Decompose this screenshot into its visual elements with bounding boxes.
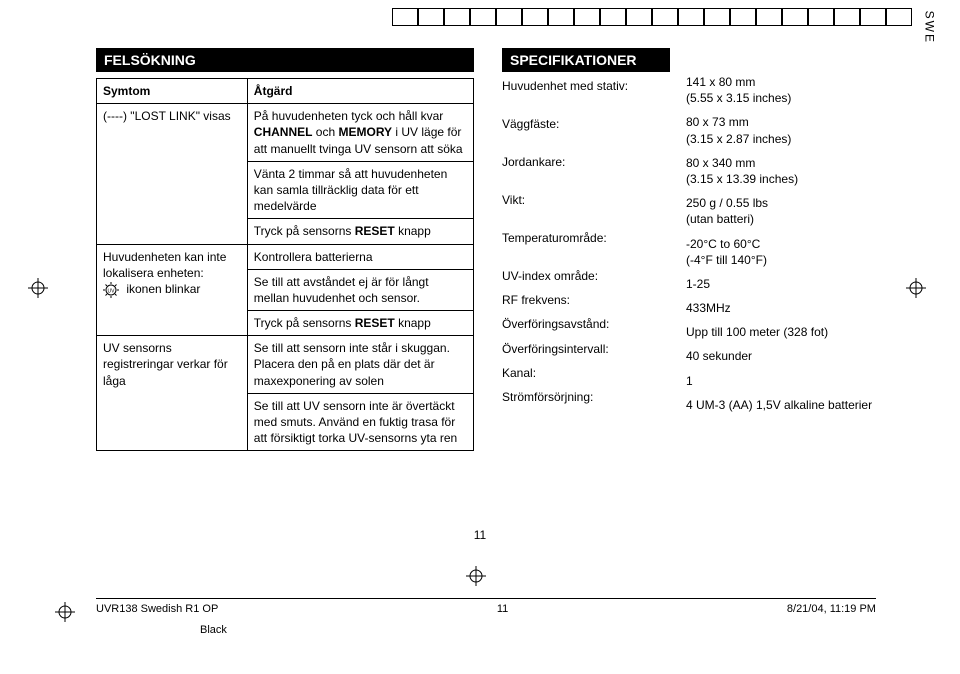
troubleshoot-heading: FELSÖKNING <box>96 48 474 72</box>
footer-color: Black <box>200 624 227 636</box>
spec-value-rf: 433MHz <box>686 300 898 316</box>
symptom-lost-link: (----) "LOST LINK" visas <box>97 104 248 244</box>
text: (3.15 x 13.39 inches) <box>686 172 798 186</box>
text: (utan batteri) <box>686 212 754 226</box>
symptom-cant-locate: Huvudenheten kan inte lokalisera enheten… <box>97 244 248 336</box>
registration-mark-left <box>28 278 48 303</box>
text: Tryck på sensorns <box>254 224 355 238</box>
spec-label-range: Överföringsavstånd: <box>502 316 670 332</box>
spec-value-range: Upp till 100 meter (328 fot) <box>686 324 898 340</box>
spec-value-uv: 1-25 <box>686 276 898 292</box>
text-bold: RESET <box>355 224 395 238</box>
footer-page: 11 <box>497 603 508 615</box>
registration-mark-bottom <box>466 566 486 591</box>
text: 250 g / 0.55 lbs <box>686 196 768 210</box>
spec-value-stake: 80 x 340 mm (3.15 x 13.39 inches) <box>686 155 898 187</box>
spec-label-wall: Väggfäste: <box>502 116 670 146</box>
spec-value-interval: 40 sekunder <box>686 348 898 364</box>
text: knapp <box>395 224 431 238</box>
action-lost-link-3: Tryck på sensorns RESET knapp <box>247 219 473 244</box>
spec-label-interval: Överföringsintervall: <box>502 341 670 357</box>
page-number: 11 <box>474 528 486 542</box>
spec-values-column: 141 x 80 mm (5.55 x 3.15 inches) 80 x 73 … <box>686 48 898 451</box>
text: (-4°F till 140°F) <box>686 253 767 267</box>
action-locate-3: Tryck på sensorns RESET knapp <box>247 311 473 336</box>
spec-labels-column: SPECIFIKATIONER Huvudenhet med stativ: V… <box>502 48 670 451</box>
text: knapp <box>395 316 431 330</box>
registration-mark-footer <box>55 602 75 627</box>
text: -20°C to 60°C <box>686 237 760 251</box>
spec-label-temp: Temperaturområde: <box>502 230 670 260</box>
text: 80 x 73 mm <box>686 115 749 129</box>
action-lost-link-1: På huvudenheten tyck och håll kvar CHANN… <box>247 104 473 162</box>
text: 141 x 80 mm <box>686 75 755 89</box>
spec-label-main: Huvudenhet med stativ: <box>502 78 670 108</box>
text: och <box>312 125 338 139</box>
spec-label-stake: Jordankare: <box>502 154 670 184</box>
svg-text:UV: UV <box>108 288 116 294</box>
action-locate-2: Se till att avståndet ej är för långt me… <box>247 269 473 310</box>
uv-icon: UV <box>103 282 119 298</box>
action-low-1: Se till att sensorn inte står i skuggan.… <box>247 336 473 394</box>
text: Huvudenheten kan inte lokalisera enheten… <box>103 250 226 280</box>
text-bold: RESET <box>355 316 395 330</box>
spec-value-main: 141 x 80 mm (5.55 x 3.15 inches) <box>686 74 898 106</box>
spec-label-uv: UV-index område: <box>502 268 670 284</box>
action-lost-link-2: Vänta 2 timmar så att huvudenheten kan s… <box>247 161 473 219</box>
spec-value-power: 4 UM-3 (AA) 1,5V alkaline batterier <box>686 397 898 427</box>
spec-value-channel: 1 <box>686 373 898 389</box>
spec-label-power: Strömförsörjning: <box>502 389 670 419</box>
text: (5.55 x 3.15 inches) <box>686 91 791 105</box>
action-locate-1: Kontrollera batterierna <box>247 244 473 269</box>
table-head-action: Åtgärd <box>247 79 473 104</box>
troubleshoot-section: FELSÖKNING Symtom Åtgärd (----) "LOST LI… <box>96 48 474 451</box>
text: På huvudenheten tyck och håll kvar <box>254 109 443 123</box>
text: ikonen blinkar <box>123 282 200 296</box>
text-bold: MEMORY <box>338 125 392 139</box>
footer-doc: UVR138 Swedish R1 OP <box>96 603 218 615</box>
table-head-symptom: Symtom <box>97 79 248 104</box>
symptom-low-readings: UV sensorns registreringar verkar för lå… <box>97 336 248 451</box>
text-bold: CHANNEL <box>254 125 313 139</box>
text: 80 x 340 mm <box>686 156 755 170</box>
spec-value-wall: 80 x 73 mm (3.15 x 2.87 inches) <box>686 114 898 146</box>
spec-value-temp: -20°C to 60°C (-4°F till 140°F) <box>686 236 898 268</box>
top-registration-boxes <box>392 8 912 26</box>
text: (3.15 x 2.87 inches) <box>686 132 791 146</box>
specs-heading: SPECIFIKATIONER <box>502 48 670 72</box>
spec-label-rf: RF frekvens: <box>502 292 670 308</box>
troubleshoot-table: Symtom Åtgärd (----) "LOST LINK" visas P… <box>96 78 474 451</box>
footer: UVR138 Swedish R1 OP 11 8/21/04, 11:19 P… <box>96 598 876 615</box>
text: Tryck på sensorns <box>254 316 355 330</box>
specs-section: SPECIFIKATIONER Huvudenhet med stativ: V… <box>502 48 898 451</box>
spec-label-weight: Vikt: <box>502 192 670 222</box>
spec-value-weight: 250 g / 0.55 lbs (utan batteri) <box>686 195 898 227</box>
page-content: FELSÖKNING Symtom Åtgärd (----) "LOST LI… <box>96 48 916 451</box>
spec-label-channel: Kanal: <box>502 365 670 381</box>
action-low-2: Se till att UV sensorn inte är övertäckt… <box>247 393 473 451</box>
language-label: SWE <box>922 11 936 44</box>
footer-date: 8/21/04, 11:19 PM <box>787 603 876 615</box>
